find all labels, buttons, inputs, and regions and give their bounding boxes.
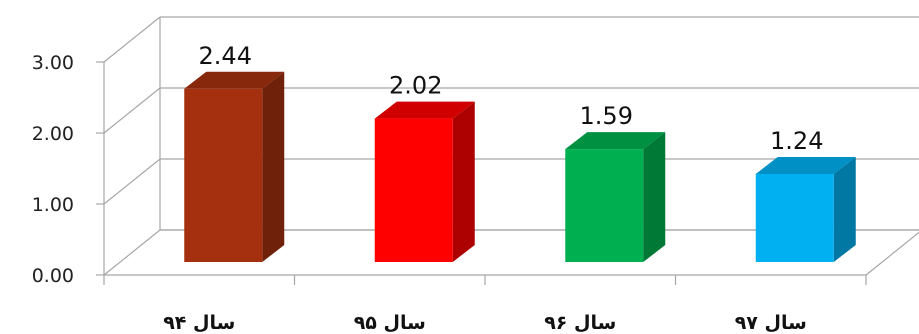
data-labels: 2.44 2.02 1.59 1.24: [199, 42, 824, 155]
floor-edge: [865, 231, 919, 276]
y-tick-label: 2.00: [32, 123, 74, 145]
x-category-label: سال ۹۷: [735, 312, 807, 334]
bar-top: [755, 156, 856, 174]
y-tick-label: 1.00: [32, 194, 74, 216]
bar-top: [184, 71, 285, 89]
x-category-label: سال ۹۴: [163, 312, 235, 334]
bar-side: [262, 71, 285, 262]
gridline: [103, 16, 161, 63]
bar-front: [565, 149, 644, 262]
data-label: 2.44: [199, 42, 252, 70]
bar: [184, 71, 285, 262]
x-category-label: سال ۹۶: [544, 312, 616, 334]
data-label: 2.02: [389, 72, 442, 100]
x-category-label: سال ۹۵: [354, 312, 426, 334]
bar-front: [755, 173, 834, 262]
x-category-labels: سال ۹۴ سال ۹۵ سال ۹۶ سال ۹۷: [163, 312, 807, 334]
bar: [755, 156, 856, 262]
bar-front: [184, 88, 263, 262]
bar-side: [643, 132, 666, 262]
data-label: 1.24: [770, 127, 823, 155]
bar-front: [374, 118, 453, 262]
axes: [96, 61, 919, 285]
bar: [565, 132, 666, 262]
gridline: [103, 158, 161, 205]
bar-side: [833, 156, 856, 262]
bar-side: [452, 101, 475, 262]
bar-top: [374, 101, 475, 119]
gridline: [103, 87, 161, 134]
y-tick-label: 0.00: [32, 265, 74, 287]
y-tick-label: 3.00: [32, 52, 74, 74]
data-label: 1.59: [580, 102, 633, 130]
bar-top: [565, 132, 666, 150]
bar: [374, 101, 475, 262]
gridline: [103, 229, 161, 276]
y-tick-labels: 0.00 1.00 2.00 3.00: [32, 52, 74, 287]
bars: [184, 71, 856, 262]
